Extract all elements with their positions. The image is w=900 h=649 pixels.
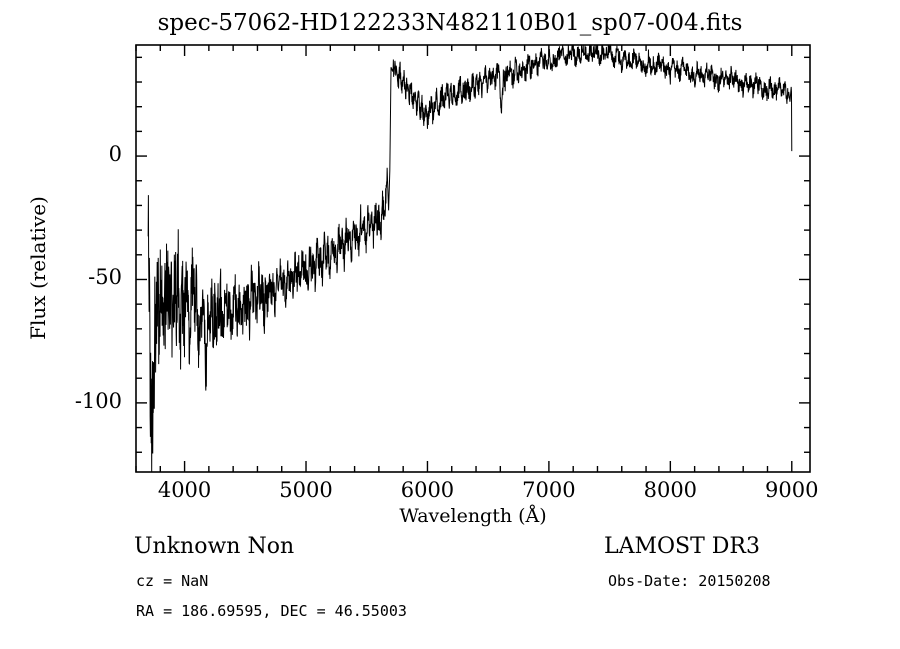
x-tick-label: 7000 [522, 478, 576, 502]
x-tick-label: 5000 [279, 478, 333, 502]
y-tick-label: -100 [74, 388, 122, 413]
annotation-coordinates: RA = 186.69595, DEC = 46.55003 [136, 602, 407, 620]
figure-title: spec-57062-HD122233N482110B01_sp07-004.f… [157, 10, 743, 36]
plot-frame [135, 44, 811, 473]
x-tick-label: 4000 [157, 478, 212, 502]
x-tick-label: 8000 [643, 478, 698, 502]
annotation-cz: cz = NaN [136, 572, 209, 590]
annotation-obs-date: Obs-Date: 20150208 [608, 572, 771, 590]
x-axis-label: Wavelength (Å) [399, 505, 547, 527]
annotation-object-class: Unknown Non [134, 534, 295, 559]
y-tick-label: 0 [108, 142, 122, 167]
spectrum-trace [147, 45, 793, 472]
annotation-survey: LAMOST DR3 [604, 534, 760, 559]
y-tick-label: -50 [88, 265, 122, 290]
x-tick-label: 6000 [400, 478, 455, 502]
x-tick-label: 9000 [765, 478, 819, 502]
